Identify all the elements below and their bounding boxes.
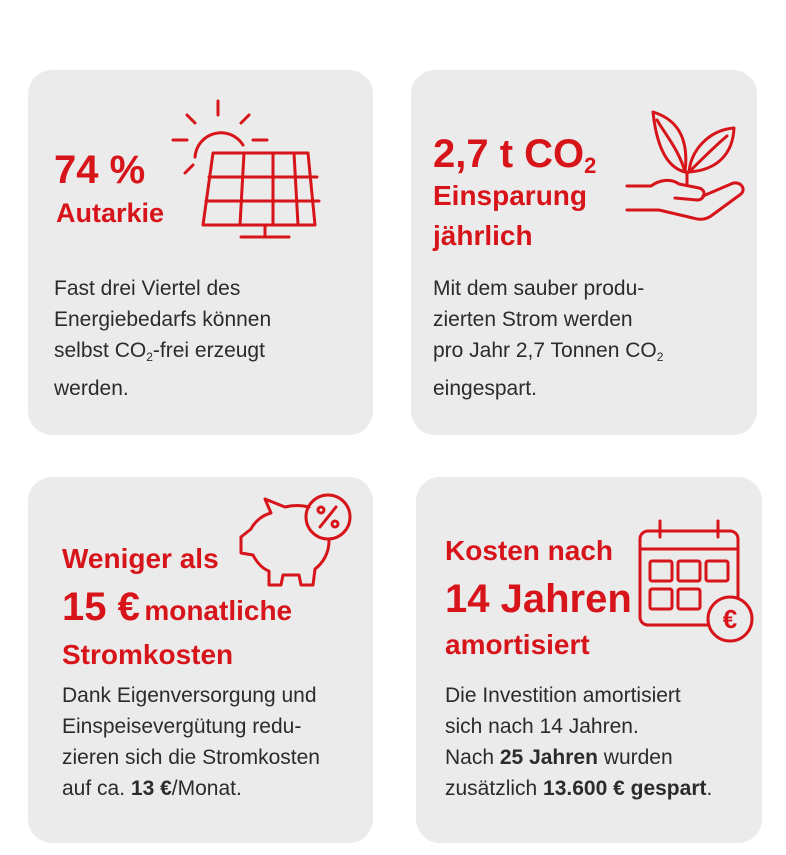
svg-text:€: € (723, 604, 737, 634)
co2-label-line2: jährlich (433, 220, 533, 251)
co2-value: 2,7 t CO2 (433, 132, 597, 178)
amortisation-description: Die Investition amortisiert sich nach 14… (445, 684, 713, 800)
card-amortisation: Kosten nach 14 Jahren amortisiert € Die … (416, 477, 762, 843)
co2-label-line1: Einsparung (433, 180, 588, 211)
autarkie-value: 74 % (54, 148, 146, 192)
amortisation-line1: Kosten nach (445, 535, 614, 566)
stromkosten-value: 15 € monatliche (62, 585, 293, 629)
co2-description: Mit dem sauber produ- zierten Strom werd… (433, 277, 664, 400)
calendar-euro-icon: € (638, 519, 754, 643)
autarkie-description: Fast drei Viertel des Energiebedarfs kön… (54, 277, 272, 400)
solar-panel-icon (171, 99, 321, 239)
amortisation-value: 14 Jahren (445, 577, 632, 621)
amortisation-line3: amortisiert (445, 629, 590, 660)
card-co2: 2,7 t CO2 Einsparung jährlich Mit dem sa… (411, 70, 757, 435)
stromkosten-description: Dank Eigenversorgung und Einspeisevergüt… (62, 684, 320, 800)
leaf-hand-icon (625, 110, 745, 221)
piggy-bank-percent-icon (239, 493, 352, 587)
autarkie-label: Autarkie (56, 198, 165, 228)
stromkosten-line3: Stromkosten (62, 639, 234, 670)
card-stromkosten: Weniger als 15 € monatliche Stromkosten … (28, 477, 373, 843)
stromkosten-line1: Weniger als (62, 543, 219, 574)
card-autarkie: 74 % Autarkie Fast drei Viertel des Ener… (28, 70, 373, 435)
